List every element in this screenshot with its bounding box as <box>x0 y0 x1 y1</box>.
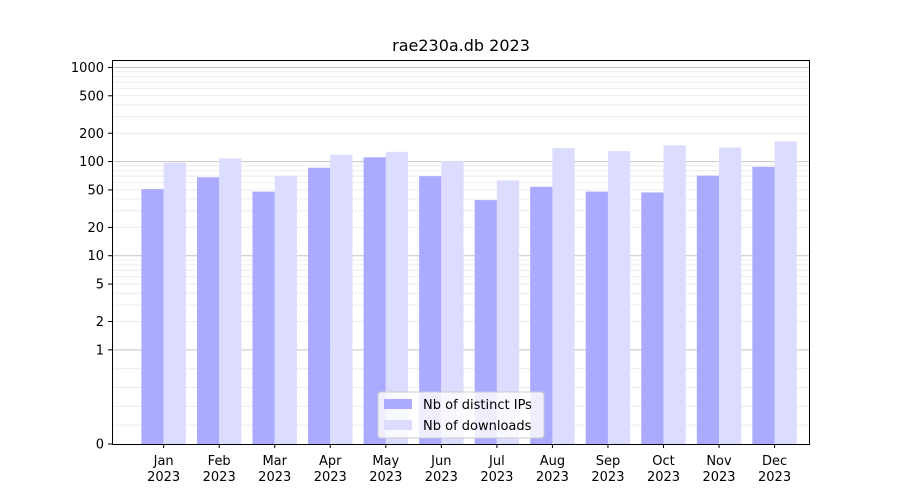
bar-downloads <box>607 151 631 444</box>
y-tick-label: 100 <box>79 155 104 170</box>
bar-distinct-ips <box>252 191 275 444</box>
x-tick-label-year: 2023 <box>536 470 569 485</box>
y-tick-label: 10 <box>87 249 104 264</box>
x-tick-label-month: Nov <box>706 454 732 469</box>
x-tick-label-year: 2023 <box>147 470 180 485</box>
bar-downloads <box>163 162 186 444</box>
x-tick-label-month: May <box>372 454 399 469</box>
bar-downloads <box>663 145 686 445</box>
bar-distinct-ips <box>419 176 442 445</box>
x-tick-label-year: 2023 <box>314 470 347 485</box>
x-axis-ticks: Jan2023Feb2023Mar2023Apr2023May2023Jun20… <box>147 444 791 485</box>
y-axis-ticks: 0 1 2 5 10 20 50 100 200 500 1000 <box>71 61 112 453</box>
x-tick-label-year: 2023 <box>758 470 791 485</box>
x-tick-label-year: 2023 <box>425 470 458 485</box>
bar-distinct-ips <box>696 175 720 444</box>
bar-downloads <box>441 161 464 444</box>
x-tick-label-year: 2023 <box>369 470 402 485</box>
bar-distinct-ips <box>363 157 386 444</box>
y-tick-label: 1 <box>96 343 104 358</box>
bar-downloads <box>552 148 575 444</box>
bar-downloads <box>219 158 242 444</box>
x-tick-label-year: 2023 <box>647 470 680 485</box>
x-tick-label-year: 2023 <box>258 470 291 485</box>
legend-label: Nb of downloads <box>423 419 532 434</box>
bar-distinct-ips <box>530 186 553 444</box>
bar-distinct-ips <box>752 166 775 444</box>
x-tick-label-year: 2023 <box>591 470 624 485</box>
x-tick-label-month: Aug <box>540 454 565 469</box>
bar-downloads <box>385 151 409 444</box>
bar-distinct-ips <box>308 167 331 444</box>
x-tick-label-month: Jan <box>153 454 174 469</box>
legend-label: Nb of distinct IPs <box>423 398 532 413</box>
y-tick-label: 2 <box>96 315 104 330</box>
x-tick-label-year: 2023 <box>203 470 236 485</box>
chart-title: rae230a.db 2023 <box>392 36 530 55</box>
bar-downloads <box>330 154 353 444</box>
bar-distinct-ips <box>585 191 608 444</box>
bar-downloads <box>719 147 742 445</box>
y-tick-label: 0 <box>96 438 104 453</box>
y-tick-label: 200 <box>79 127 104 142</box>
x-tick-label-month: Dec <box>762 454 787 469</box>
x-tick-label-year: 2023 <box>702 470 735 485</box>
y-tick-label: 1000 <box>71 61 104 76</box>
y-tick-label: 20 <box>87 221 104 236</box>
y-tick-label: 500 <box>79 89 104 104</box>
bar-downloads <box>774 141 797 444</box>
bar-distinct-ips <box>474 200 497 444</box>
bar-distinct-ips <box>196 177 220 445</box>
plot-frame <box>112 60 810 445</box>
x-tick-label-month: Apr <box>319 454 342 469</box>
legend-box <box>377 391 545 439</box>
x-tick-label-month: Jun <box>430 454 451 469</box>
legend: Nb of distinct IPs Nb of downloads <box>377 391 545 439</box>
x-tick-label-month: Mar <box>262 454 287 469</box>
bar-downloads <box>274 175 297 444</box>
bar-distinct-ips <box>641 192 664 444</box>
legend-swatch <box>384 399 412 409</box>
x-tick-label-month: Feb <box>208 454 231 469</box>
bar-distinct-ips <box>141 189 164 444</box>
legend-swatch <box>384 420 412 430</box>
bar-downloads <box>496 180 520 445</box>
x-tick-label-year: 2023 <box>480 470 513 485</box>
y-tick-label: 5 <box>96 278 104 293</box>
x-tick-label-month: Sep <box>596 454 621 469</box>
x-tick-label-month: Oct <box>652 454 674 469</box>
bars <box>141 141 797 445</box>
x-tick-label-month: Jul <box>488 454 505 469</box>
y-tick-label: 50 <box>87 183 104 198</box>
